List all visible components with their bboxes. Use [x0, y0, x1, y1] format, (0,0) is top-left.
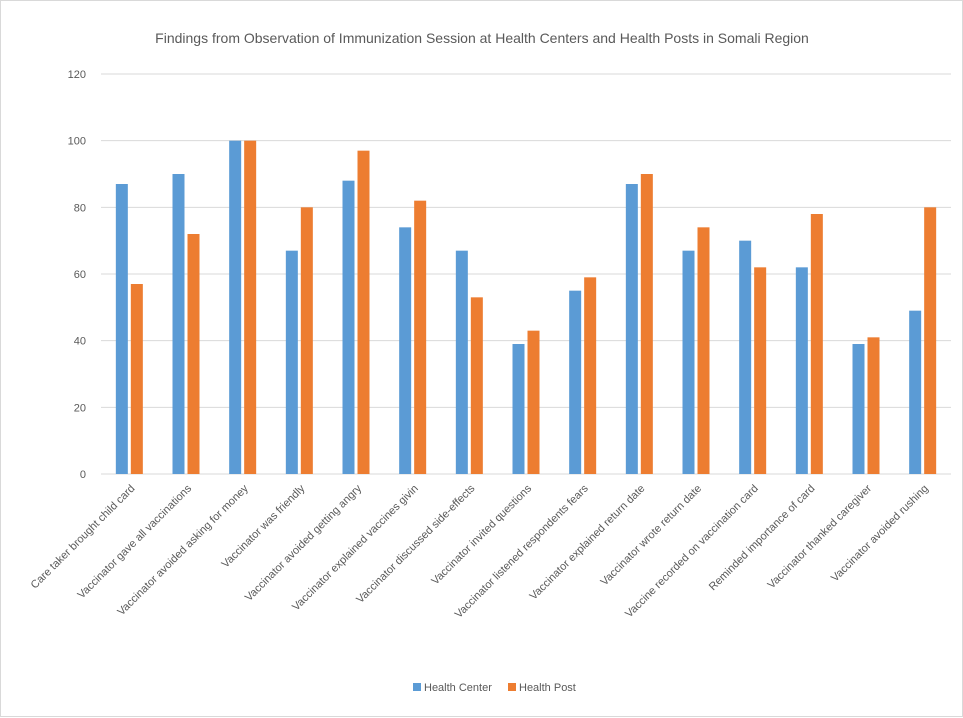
- y-tick-label: 100: [68, 136, 86, 148]
- bar-health-post: [414, 200, 427, 474]
- legend-swatch: [413, 683, 421, 691]
- y-tick-label: 40: [74, 336, 86, 348]
- bar-health-center: [852, 344, 865, 474]
- x-category-label: Vaccinator discussed side-effects: [354, 482, 478, 606]
- x-axis-category-labels: Care taker brought child cardVaccinator …: [29, 482, 931, 620]
- x-category-label: Vaccinator explained vaccines givin: [290, 483, 421, 614]
- bar-health-center: [739, 240, 752, 474]
- bar-health-center: [795, 267, 808, 474]
- bar-health-post: [300, 207, 313, 475]
- x-category-label: Vaccinator avoided rushing: [829, 483, 931, 585]
- y-tick-label: 120: [68, 69, 86, 81]
- bar-health-post: [584, 277, 597, 474]
- bar-health-center: [342, 180, 355, 474]
- legend-label: Health Post: [519, 682, 576, 694]
- bar-health-center: [399, 227, 412, 474]
- bar-health-post: [697, 227, 710, 474]
- bar-health-center: [909, 310, 922, 474]
- x-category-label: Vaccinator thanked caregiver: [765, 482, 874, 591]
- bar-health-post: [924, 207, 937, 475]
- bar-health-post: [357, 150, 370, 474]
- x-category-label: Vaccinator wrote return date: [598, 483, 704, 589]
- x-category-label: Care taker brought child card: [29, 483, 138, 592]
- bar-health-center: [682, 250, 695, 474]
- chart-title: Findings from Observation of Immunizatio…: [155, 30, 809, 46]
- legend-swatch: [508, 683, 516, 691]
- bar-health-center: [115, 184, 128, 474]
- bar-health-center: [625, 184, 638, 474]
- legend-label: Health Center: [424, 682, 492, 694]
- bar-health-center: [512, 344, 525, 474]
- bar-health-post: [130, 284, 143, 474]
- x-category-label: Vaccinator gave all vaccinations: [76, 482, 195, 601]
- legend: Health Center Health Post: [413, 682, 576, 694]
- bars: [115, 140, 937, 475]
- y-tick-label: 20: [74, 402, 86, 414]
- x-category-label: Vaccinator avoided getting angry: [243, 482, 365, 604]
- bar-health-center: [229, 140, 242, 474]
- bar-health-center: [285, 250, 298, 474]
- bar-health-center: [569, 290, 582, 474]
- bar-health-post: [244, 140, 257, 474]
- y-tick-label: 0: [80, 469, 86, 481]
- gridlines: [101, 73, 951, 475]
- x-category-label: Reminded importance of card: [707, 483, 818, 594]
- bar-health-post: [867, 337, 880, 474]
- bar-health-post: [754, 267, 767, 474]
- bar-health-post: [187, 234, 200, 474]
- x-category-label: Vaccinator explained return date: [528, 483, 648, 603]
- bar-health-center: [172, 174, 185, 474]
- bar-health-post: [640, 174, 653, 474]
- bar-health-post: [470, 297, 483, 474]
- x-category-label: Vaccinator invited questions: [429, 482, 534, 587]
- bar-health-post: [810, 214, 823, 474]
- y-tick-label: 60: [74, 269, 86, 281]
- bar-health-post: [527, 330, 540, 474]
- y-tick-label: 80: [74, 202, 86, 214]
- y-axis-tick-labels: 0 20 40 60 80 100 120: [68, 69, 86, 481]
- bar-health-center: [455, 250, 468, 474]
